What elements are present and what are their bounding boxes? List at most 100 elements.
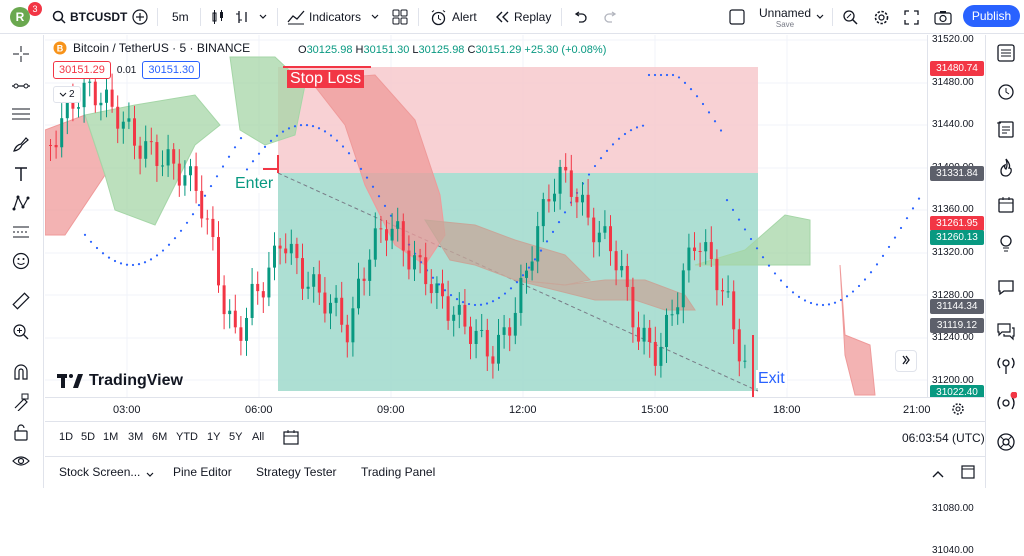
sar-dot [173, 237, 177, 240]
add-symbol-button[interactable] [132, 0, 148, 34]
fullscreen-button[interactable] [904, 0, 919, 34]
bar-style-button[interactable] [235, 0, 249, 34]
range-button-ytd[interactable]: YTD [176, 431, 198, 443]
indicators-button[interactable]: Indicators [287, 0, 361, 34]
stop-loss-label[interactable]: Stop Loss [287, 70, 365, 88]
replay-button[interactable]: Replay [494, 0, 551, 34]
fib-icon[interactable] [10, 103, 32, 125]
range-button-all[interactable]: All [252, 431, 265, 443]
range-button-6m[interactable]: 6M [152, 431, 168, 443]
pattern-icon[interactable] [10, 192, 32, 214]
candle-body [273, 245, 276, 268]
range-button-5y[interactable]: 5Y [229, 431, 243, 443]
messages-icon[interactable] [994, 319, 1018, 343]
sar-dot [383, 204, 387, 207]
candle-body [452, 314, 456, 321]
hotlist-icon[interactable] [994, 155, 1018, 179]
chevron-down-icon[interactable] [145, 467, 155, 485]
publish-button[interactable]: Publish [963, 5, 1020, 27]
magnet-icon[interactable] [10, 361, 32, 383]
axis-settings-button[interactable] [951, 402, 965, 421]
chart-pane[interactable]: B Bitcoin / TetherUS · 5 · BINANCE O3012… [45, 35, 927, 397]
exit-label[interactable]: Exit [756, 370, 787, 388]
sar-dot [101, 252, 105, 255]
range-button-1m[interactable]: 1M [103, 431, 119, 443]
range-button-1d[interactable]: 1D [59, 431, 74, 443]
tradingview-logo[interactable]: TradingView [57, 372, 183, 390]
candle-body [541, 199, 545, 227]
eye-icon[interactable] [10, 450, 32, 472]
chevron-down-icon[interactable] [258, 0, 268, 34]
layout-name-button[interactable]: Unnamed Save [757, 6, 813, 29]
user-avatar[interactable]: R [10, 7, 30, 27]
sar-dot [731, 208, 735, 211]
alert-button[interactable]: Alert [430, 0, 477, 34]
indicator-count: 2 [69, 89, 75, 100]
price-axis[interactable]: 31520.0031480.0031440.0031400.0031360.00… [927, 34, 985, 556]
indicators-toggle[interactable]: 2 [53, 86, 81, 103]
broadcast-icon[interactable] [994, 391, 1018, 415]
symbol-search-button[interactable]: BTCUSDT [52, 0, 127, 34]
symbol-title[interactable]: Bitcoin / TetherUS · 5 · BINANCE [73, 41, 251, 55]
streams-icon[interactable] [994, 353, 1018, 377]
maximize-panel-icon[interactable] [961, 465, 975, 484]
snapshot-button[interactable] [934, 0, 952, 34]
zoom-in-icon[interactable] [10, 321, 32, 343]
sar-dot [143, 261, 147, 264]
sar-dot [809, 301, 813, 305]
candle-body [323, 292, 327, 314]
enter-label[interactable]: Enter [233, 175, 276, 193]
layout-checkbox[interactable] [729, 0, 745, 34]
sar-dot [851, 290, 855, 293]
help-icon[interactable] [994, 430, 1018, 454]
bottom-tab[interactable]: Stock Screen... [59, 465, 141, 479]
date-range-button[interactable] [283, 429, 299, 450]
watchlist-icon[interactable] [994, 41, 1018, 65]
chevron-up-icon[interactable] [931, 466, 945, 484]
layouts-button[interactable] [392, 0, 408, 34]
candle-body [569, 170, 573, 197]
candle-body [362, 278, 366, 281]
price-chart[interactable] [45, 35, 927, 397]
ruler-icon[interactable] [10, 290, 32, 312]
chevron-down-icon[interactable] [370, 0, 380, 34]
bottom-tab[interactable]: Strategy Tester [256, 465, 337, 479]
chevron-down-icon[interactable] [815, 0, 825, 34]
sar-dot [899, 226, 903, 230]
scroll-to-realtime-button[interactable] [895, 350, 917, 372]
cloud-segment [229, 56, 306, 146]
sar-dot [521, 274, 525, 277]
time-axis[interactable]: 03:00 06:00 09:00 12:00 15:00 18:00 21:00 [45, 397, 985, 421]
ideas-icon[interactable] [994, 231, 1018, 255]
sell-price-button[interactable]: 30151.29 [53, 61, 111, 79]
candle-body [429, 284, 433, 294]
redo-button[interactable] [604, 0, 618, 34]
lock-drawing-icon[interactable] [10, 391, 32, 413]
settings-button[interactable] [873, 0, 890, 34]
interval-button[interactable]: 5m [172, 10, 189, 24]
bottom-tab[interactable]: Pine Editor [173, 465, 232, 479]
text-tool-icon[interactable] [10, 163, 32, 185]
prediction-icon[interactable] [10, 221, 32, 243]
bottom-tab[interactable]: Trading Panel [361, 465, 436, 479]
candle-body [385, 229, 388, 241]
chart-type-button[interactable] [211, 0, 225, 34]
range-button-3m[interactable]: 3M [128, 431, 144, 443]
range-button-5d[interactable]: 5D [81, 431, 96, 443]
quick-search-button[interactable] [842, 0, 859, 34]
chat-icon[interactable] [994, 275, 1018, 299]
range-button-1y[interactable]: 1Y [207, 431, 221, 443]
emoji-icon[interactable] [10, 250, 32, 272]
undo-button[interactable] [573, 0, 587, 34]
utc-clock[interactable]: 06:03:54 (UTC) [902, 431, 985, 445]
calendar-icon[interactable] [994, 193, 1018, 217]
crosshair-icon[interactable] [10, 43, 32, 65]
news-icon[interactable] [994, 117, 1018, 141]
brush-icon[interactable] [10, 133, 32, 155]
low-value: 30125.98 [418, 44, 465, 56]
alarm-clock-icon[interactable] [994, 79, 1018, 103]
candle-body [217, 237, 220, 286]
lock-icon[interactable] [10, 421, 32, 443]
trend-line-icon[interactable] [10, 75, 32, 97]
buy-price-button[interactable]: 30151.30 [142, 61, 201, 79]
